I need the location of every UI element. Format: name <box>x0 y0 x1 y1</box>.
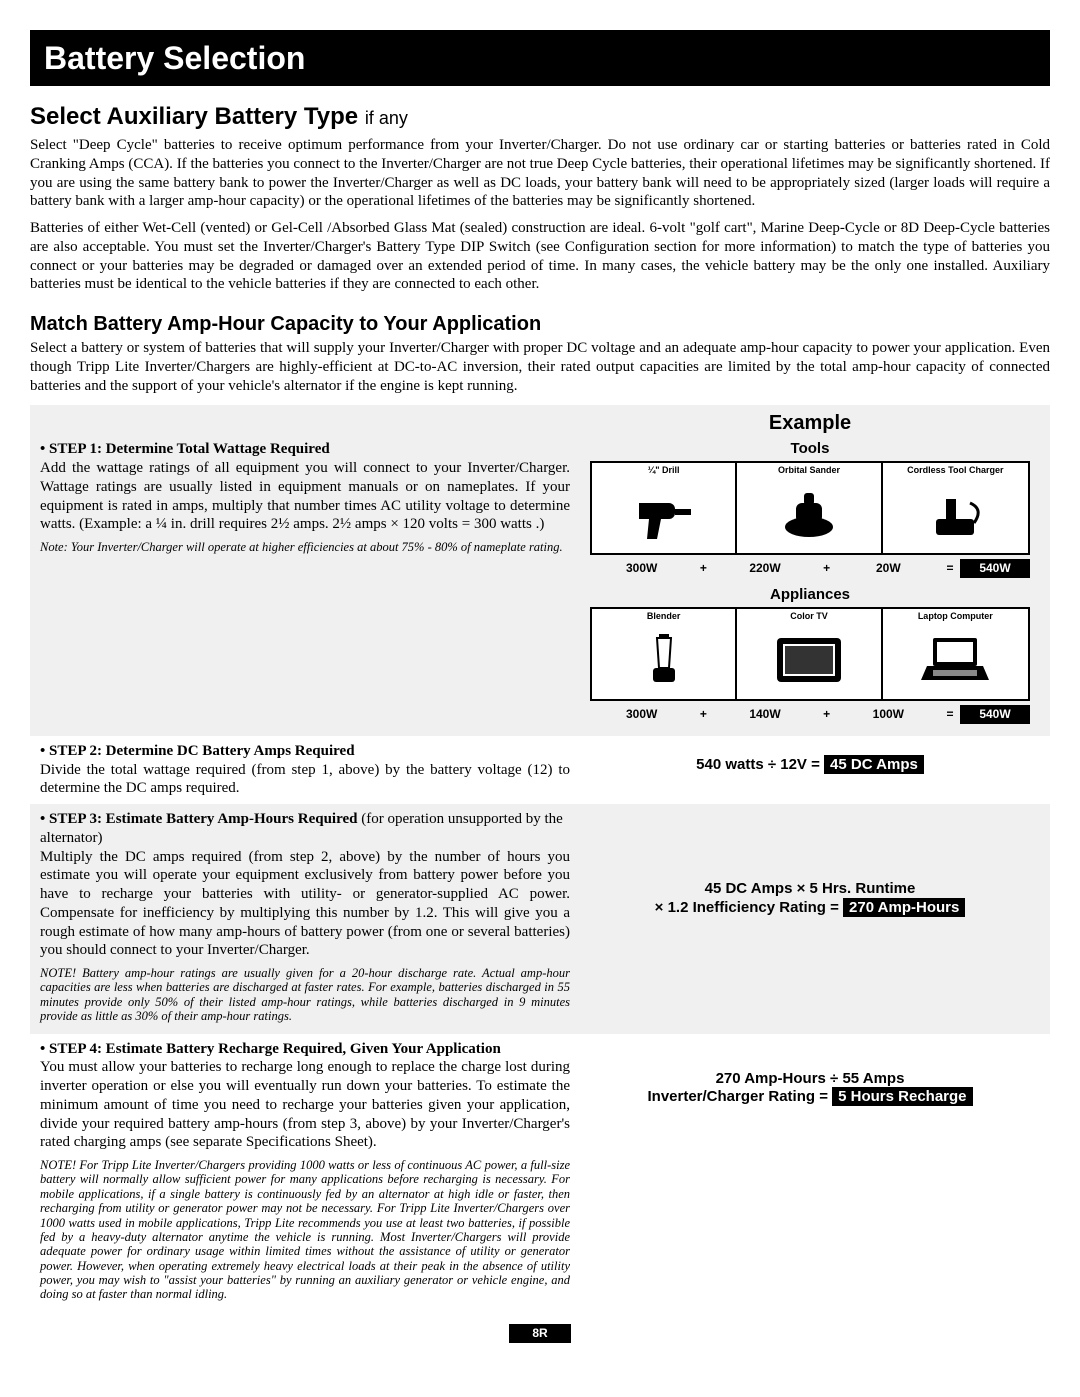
appliance-0-watts: 300W <box>590 707 693 722</box>
step-4-body: You must allow your batteries to recharg… <box>40 1058 570 1152</box>
step-4-formula: 270 Amp-Hours ÷ 55 Amps Inverter/Charger… <box>590 1040 1030 1308</box>
tv-icon <box>737 622 880 699</box>
tool-drill: ¼" Drill <box>592 463 737 553</box>
step-3-head: • STEP 3: Estimate Battery Amp-Hours Req… <box>40 811 357 827</box>
appliance-laptop: Laptop Computer <box>883 609 1028 699</box>
step-3: • STEP 3: Estimate Battery Amp-Hours Req… <box>40 810 570 1030</box>
section-1-qualifier: if any <box>365 108 408 128</box>
step-1-body: Add the wattage ratings of all equipment… <box>40 459 570 534</box>
step-3-line2: × 1.2 Inefficiency Rating = <box>655 899 839 916</box>
laptop-icon <box>883 622 1028 699</box>
appliance-2-watts: 100W <box>837 707 940 722</box>
step-2: • STEP 2: Determine DC Battery Amps Requ… <box>40 742 570 798</box>
tool-sander: Orbital Sander <box>737 463 882 553</box>
plus-icon: + <box>693 707 713 722</box>
step-1-head: • STEP 1: Determine Total Wattage Requir… <box>40 440 570 459</box>
example-tools-appliances: Tools ¼" Drill Orbital Sander <box>590 440 1030 732</box>
appliances-title: Appliances <box>590 586 1030 605</box>
step-4-head: • STEP 4: Estimate Battery Recharge Requ… <box>40 1040 570 1059</box>
tool-2-watts: 20W <box>837 561 940 576</box>
step-1: • STEP 1: Determine Total Wattage Requir… <box>40 440 570 732</box>
section-2-paragraph-1: Select a battery or system of batteries … <box>30 339 1050 395</box>
appliance-laptop-label: Laptop Computer <box>918 611 993 622</box>
step-2-body: Divide the total wattage required (from … <box>40 761 570 799</box>
plus-icon: + <box>817 707 837 722</box>
step-3-line1: 45 DC Amps × 5 Hrs. Runtime <box>590 880 1030 899</box>
section-1-title: Select Auxiliary Battery Type <box>30 103 358 130</box>
equals-icon: = <box>940 707 960 722</box>
step-2-result: 45 DC Amps <box>824 755 924 774</box>
tool-0-watts: 300W <box>590 561 693 576</box>
page-title: Battery Selection <box>30 30 1050 86</box>
appliance-blender: Blender <box>592 609 737 699</box>
appliance-blender-label: Blender <box>647 611 681 622</box>
appliances-watt-row: 300W + 140W + 100W = 540W <box>590 705 1030 724</box>
blender-icon <box>592 622 735 699</box>
appliance-tv: Color TV <box>737 609 882 699</box>
tools-icon-row: ¼" Drill Orbital Sander Cordless Tool Ch… <box>590 461 1030 555</box>
section-1-paragraph-1: Select "Deep Cycle" batteries to receive… <box>30 136 1050 211</box>
step-2-head: • STEP 2: Determine DC Battery Amps Requ… <box>40 742 570 761</box>
step-2-line1: 540 watts ÷ 12V = <box>696 756 820 773</box>
section-2-heading: Match Battery Amp-Hour Capacity to Your … <box>30 312 1050 337</box>
page-number: 8R <box>509 1324 571 1343</box>
tool-charger-label: Cordless Tool Charger <box>907 465 1003 476</box>
tool-sander-label: Orbital Sander <box>778 465 840 476</box>
example-title: Example <box>590 411 1030 436</box>
tools-watt-row: 300W + 220W + 20W = 540W <box>590 559 1030 578</box>
tool-charger: Cordless Tool Charger <box>883 463 1028 553</box>
tool-drill-label: ¼" Drill <box>648 465 680 476</box>
step-3-note: NOTE! Battery amp-hour ratings are usual… <box>40 966 570 1024</box>
appliances-total: 540W <box>960 705 1030 724</box>
step-3-head-wrap: • STEP 3: Estimate Battery Amp-Hours Req… <box>40 810 570 848</box>
step-3-result: 270 Amp-Hours <box>843 898 965 917</box>
charger-icon <box>883 476 1028 553</box>
appliance-1-watts: 140W <box>713 707 816 722</box>
section-1-heading: Select Auxiliary Battery Type if any <box>30 102 1050 132</box>
step-4-line1: 270 Amp-Hours ÷ 55 Amps <box>590 1070 1030 1089</box>
drill-icon <box>592 476 735 553</box>
tool-1-watts: 220W <box>713 561 816 576</box>
step-3-formula: 45 DC Amps × 5 Hrs. Runtime × 1.2 Ineffi… <box>590 810 1030 1030</box>
step-1-note: Note: Your Inverter/Charger will operate… <box>40 540 570 554</box>
plus-icon: + <box>693 561 713 576</box>
step-4: • STEP 4: Estimate Battery Recharge Requ… <box>40 1040 570 1308</box>
appliance-tv-label: Color TV <box>790 611 828 622</box>
tools-title: Tools <box>590 440 1030 459</box>
sander-icon <box>737 476 880 553</box>
equals-icon: = <box>940 561 960 576</box>
example-panel: Example • STEP 1: Determine Total Wattag… <box>30 405 1050 1314</box>
section-1-paragraph-2: Batteries of either Wet-Cell (vented) or… <box>30 219 1050 294</box>
step-4-result: 5 Hours Recharge <box>832 1087 972 1106</box>
tools-total: 540W <box>960 559 1030 578</box>
plus-icon: + <box>817 561 837 576</box>
step-4-line2: Inverter/Charger Rating = <box>647 1088 827 1105</box>
appliances-icon-row: Blender Color TV Laptop Computer <box>590 607 1030 701</box>
step-2-formula: 540 watts ÷ 12V = 45 DC Amps <box>590 742 1030 798</box>
step-3-body: Multiply the DC amps required (from step… <box>40 848 570 961</box>
step-4-note: NOTE! For Tripp Lite Inverter/Chargers p… <box>40 1158 570 1302</box>
